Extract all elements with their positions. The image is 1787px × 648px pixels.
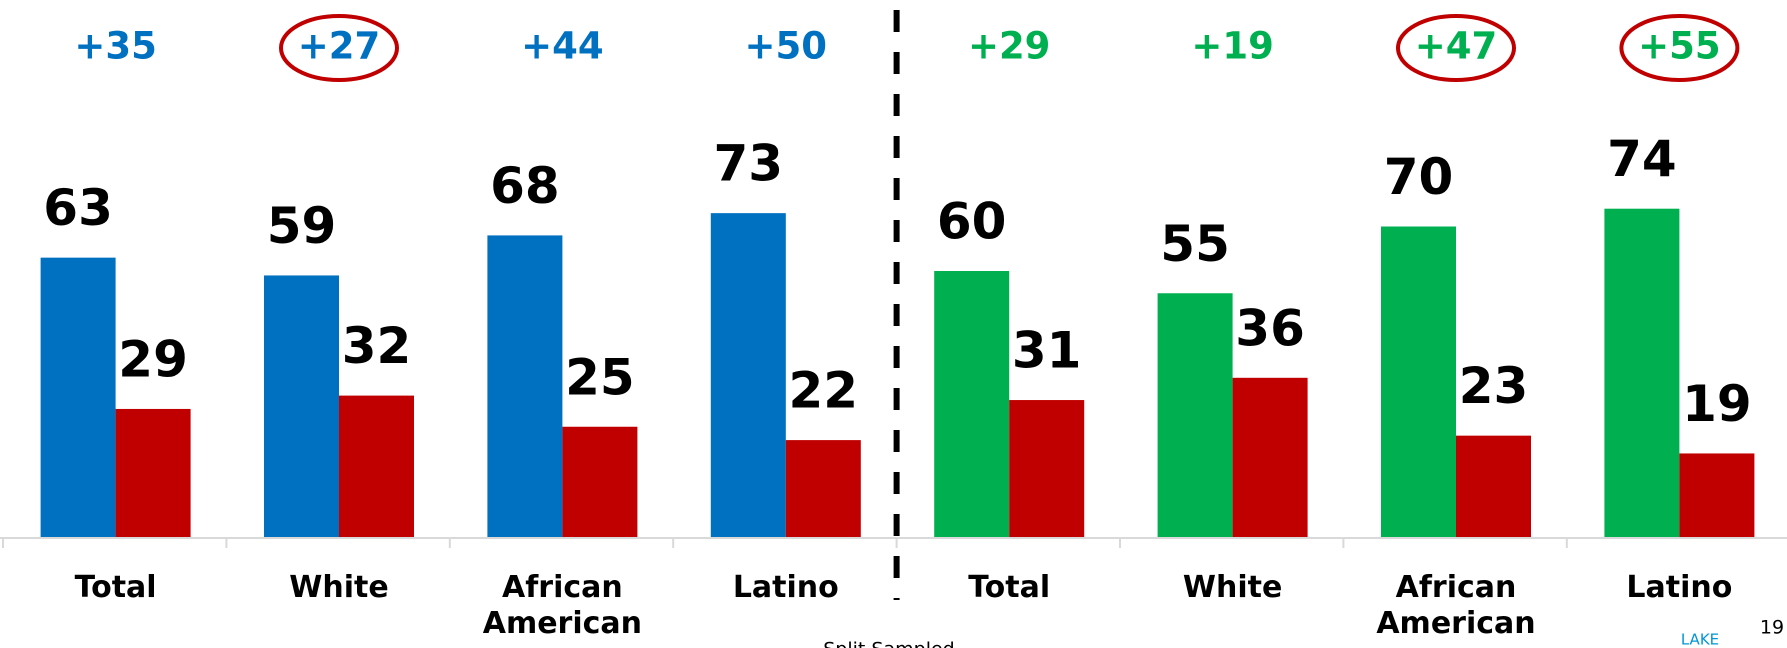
data-label: 73 xyxy=(714,135,784,193)
bar xyxy=(710,213,786,538)
data-label: 23 xyxy=(1459,357,1529,415)
bar xyxy=(1604,208,1680,538)
bar xyxy=(934,271,1010,538)
data-label: 63 xyxy=(43,179,113,237)
data-label: 22 xyxy=(789,362,859,420)
footnote: Split Sampled xyxy=(823,639,954,648)
bar xyxy=(1232,377,1308,538)
page-number: 19 xyxy=(1760,617,1784,639)
bar xyxy=(1456,435,1531,538)
difference-label: +47 xyxy=(1415,25,1498,68)
bar xyxy=(1157,293,1233,538)
x-tick-label: Latino xyxy=(1626,570,1733,605)
data-label: 60 xyxy=(937,193,1007,251)
x-tick-label: White xyxy=(1182,570,1283,605)
x-tick-label: Total xyxy=(74,570,157,605)
difference-label: +27 xyxy=(298,25,381,68)
highlight-circle xyxy=(1396,14,1516,82)
bar xyxy=(115,408,191,538)
x-tick-label: Latino xyxy=(732,570,839,605)
data-label: 74 xyxy=(1607,130,1677,188)
data-label: 36 xyxy=(1235,299,1305,357)
bar xyxy=(785,440,861,538)
x-tick-label: African American xyxy=(1376,570,1536,641)
data-label: 29 xyxy=(118,330,188,388)
data-label: 59 xyxy=(267,197,337,255)
bar xyxy=(339,395,414,538)
data-label: 55 xyxy=(1160,215,1230,273)
logo-text: LAKE xyxy=(1681,631,1719,648)
bar xyxy=(264,275,339,538)
data-label: 32 xyxy=(342,317,412,375)
bar xyxy=(487,235,563,538)
bar xyxy=(562,426,638,538)
difference-label: +50 xyxy=(745,25,828,68)
highlight-circle xyxy=(279,14,399,82)
difference-label: +44 xyxy=(521,25,604,68)
data-label: 25 xyxy=(565,348,635,406)
bar xyxy=(1679,453,1755,538)
data-label: 70 xyxy=(1384,148,1454,206)
data-label: 19 xyxy=(1682,375,1752,433)
x-tick-label: African American xyxy=(482,570,643,641)
bar xyxy=(1009,400,1085,538)
x-tick-label: Total xyxy=(968,570,1051,605)
difference-label: +35 xyxy=(74,25,157,68)
data-label: 68 xyxy=(490,157,560,215)
difference-label: +19 xyxy=(1191,25,1274,68)
highlight-circle xyxy=(1619,14,1740,82)
bar xyxy=(40,257,116,538)
data-label: 31 xyxy=(1012,322,1082,380)
bar xyxy=(1381,226,1456,538)
difference-label: +55 xyxy=(1638,25,1721,68)
x-tick-label: White xyxy=(289,570,389,605)
difference-label: +29 xyxy=(968,25,1051,68)
